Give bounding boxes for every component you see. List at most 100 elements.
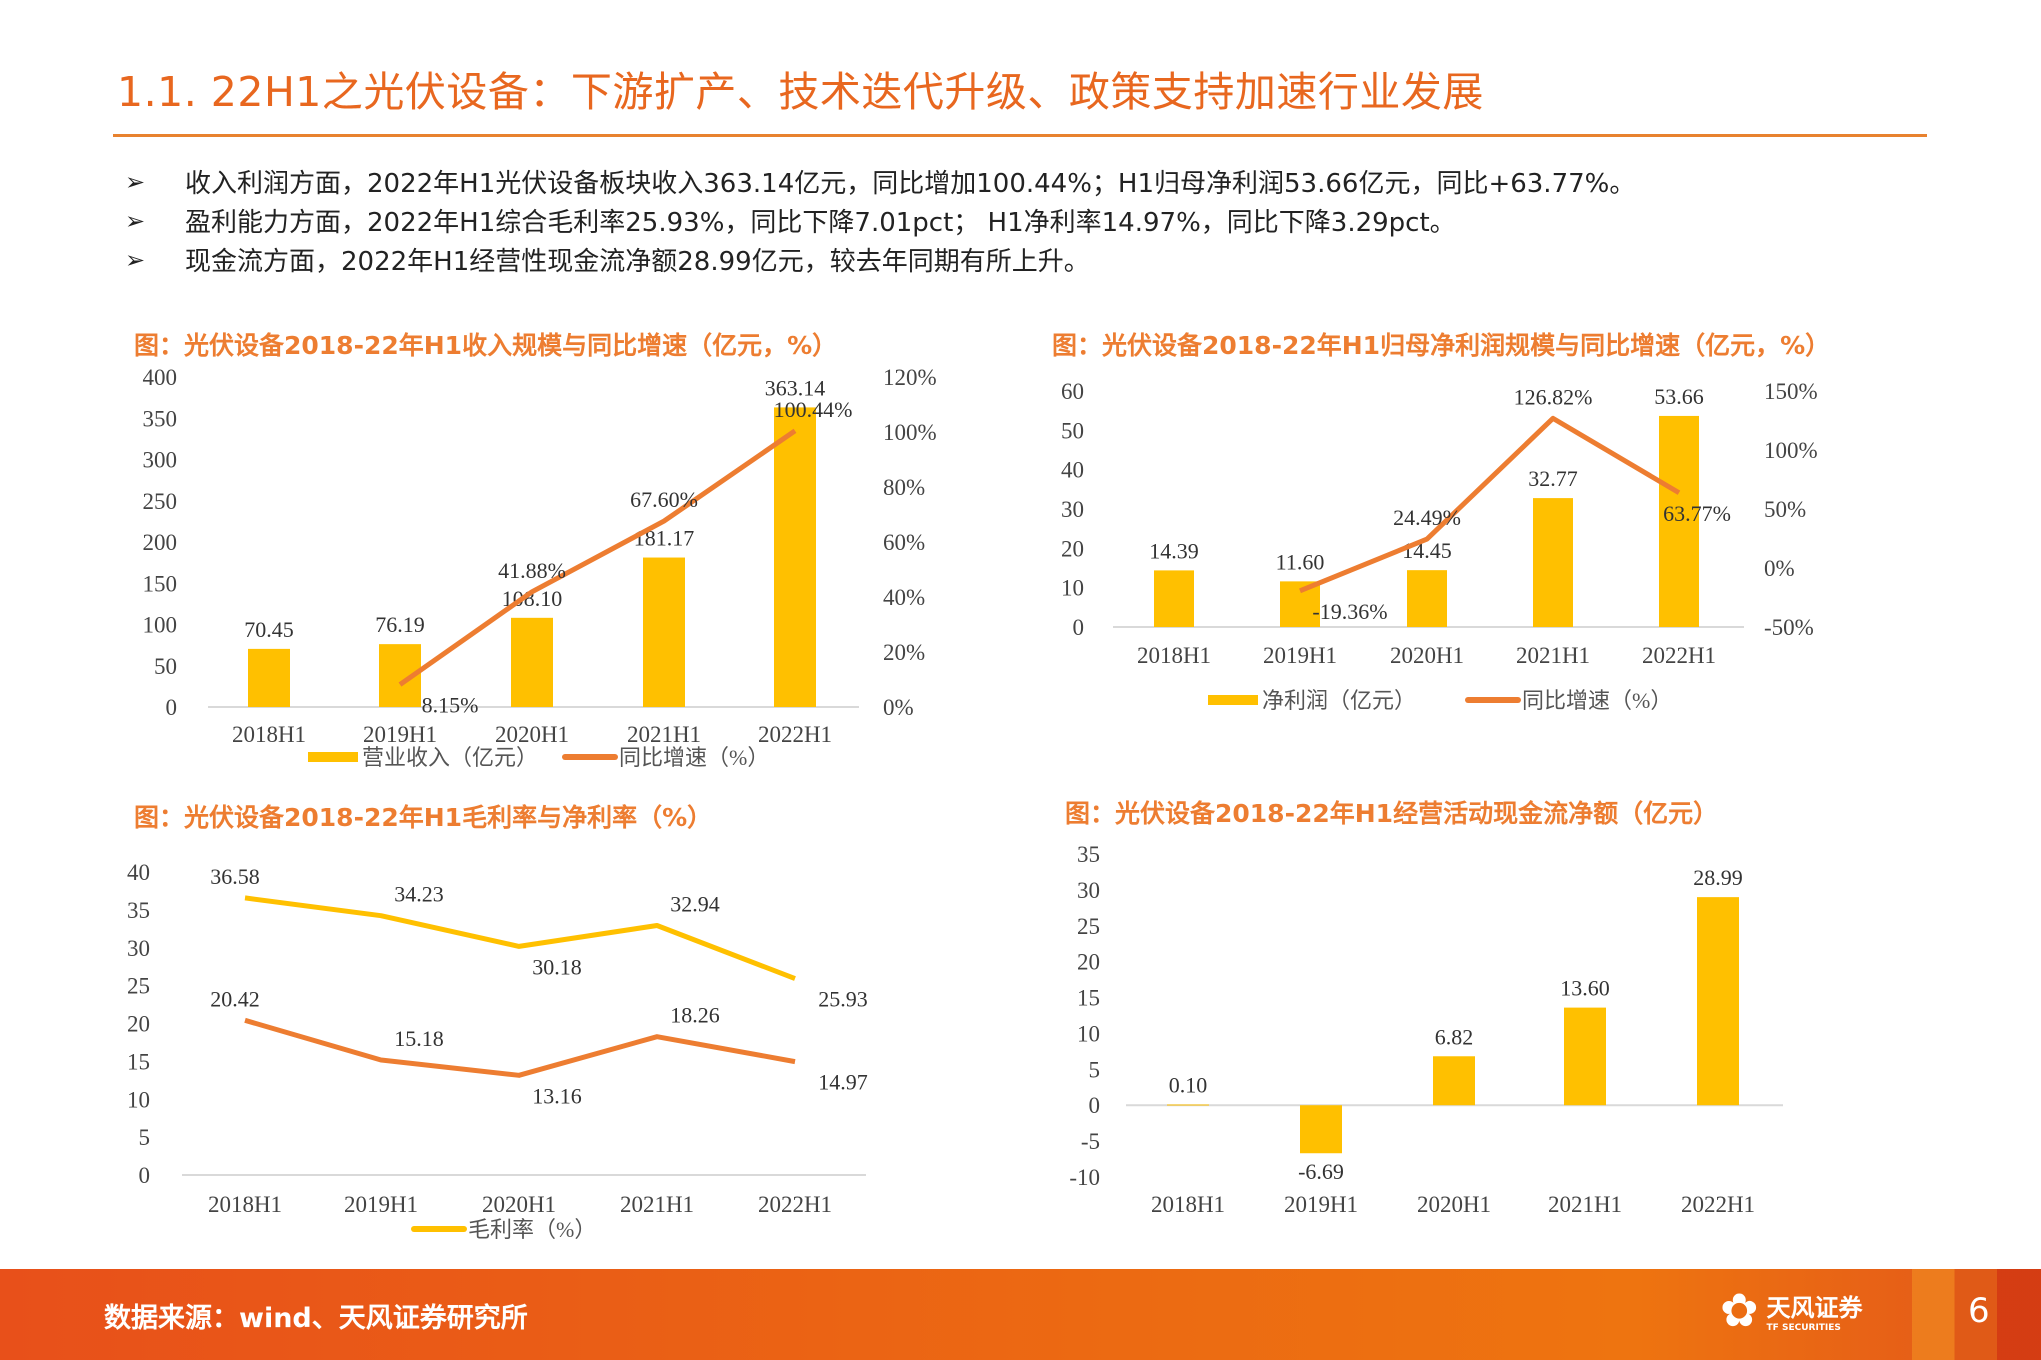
y2-tick-label: 150% [1764, 379, 1818, 404]
y-tick-label: -10 [1069, 1165, 1100, 1190]
logo-text-en: TF SECURITIES [1766, 1322, 1841, 1333]
data-label: -6.69 [1298, 1159, 1344, 1184]
data-label: 11.60 [1276, 549, 1325, 574]
x-tick-label: 2021H1 [1516, 643, 1590, 668]
x-tick-label: 2019H1 [363, 722, 437, 747]
y-tick-label: 40 [127, 860, 150, 885]
y-tick-label: 350 [143, 406, 178, 431]
data-label: 20.42 [210, 986, 260, 1011]
y-tick-label: 60 [1061, 379, 1084, 404]
data-label: 24.49% [1393, 505, 1461, 530]
bullet-list: ➢ 收入利润方面，2022年H1光伏设备板块收入363.14亿元，同比增加100.… [125, 162, 1635, 279]
x-tick-label: 2020H1 [482, 1192, 556, 1217]
data-label: 25.93 [818, 987, 868, 1012]
flower-logo-icon: ✿ [1720, 1283, 1759, 1337]
chart-title-margins: 图：光伏设备2018-22年H1毛利率与净利率（%） [134, 803, 713, 832]
bullet-item: ➢ 收入利润方面，2022年H1光伏设备板块收入363.14亿元，同比增加100.… [125, 162, 1635, 201]
data-source: 数据来源：wind、天风证券研究所 [104, 1303, 528, 1334]
data-label: 30.18 [532, 954, 582, 979]
x-tick-label: 2020H1 [1390, 643, 1464, 668]
x-tick-label: 2022H1 [1681, 1192, 1755, 1217]
company-logo: ✿ 天风证券 TF SECURITIES [1720, 1287, 1863, 1333]
legend-label: 净利润（亿元） [1262, 688, 1416, 713]
legend-swatch [308, 752, 358, 762]
bar [1154, 570, 1194, 627]
bar [1407, 570, 1447, 627]
legend-label: 同比增速（%） [1522, 688, 1672, 713]
y2-tick-label: 60% [883, 530, 925, 555]
y-tick-label: 30 [1077, 878, 1100, 903]
y2-tick-label: 100% [883, 420, 937, 445]
bullet-item: ➢ 现金流方面，2022年H1经营性现金流净额28.99亿元，较去年同期有所上升。 [125, 240, 1635, 279]
y-tick-label: 0 [166, 695, 178, 720]
bullet-text: 盈利能力方面，2022年H1综合毛利率25.93%，同比下降7.01pct； H… [185, 208, 1456, 238]
bar [1564, 1007, 1606, 1106]
data-label: 8.15% [422, 693, 479, 718]
data-label: 14.97 [818, 1070, 868, 1095]
y2-tick-label: 40% [883, 585, 925, 610]
bar [248, 648, 290, 707]
data-label: 13.60 [1560, 976, 1610, 1001]
y-tick-label: 0 [1073, 615, 1085, 640]
y-tick-label: 35 [1077, 842, 1100, 867]
data-label: 18.26 [670, 1003, 720, 1028]
bullet-text: 收入利润方面，2022年H1光伏设备板块收入363.14亿元，同比增加100.4… [185, 169, 1636, 199]
x-tick-label: 2022H1 [758, 722, 832, 747]
y-tick-label: 30 [127, 936, 150, 961]
x-tick-label: 2021H1 [1548, 1192, 1622, 1217]
y-tick-label: 15 [1077, 986, 1100, 1011]
arrow-bullet-icon: ➢ [125, 206, 146, 235]
data-label: 14.39 [1149, 538, 1199, 563]
y2-tick-label: 100% [1764, 438, 1818, 463]
data-label: 67.60% [630, 487, 698, 512]
bar [1167, 1104, 1209, 1106]
x-tick-label: 2018H1 [1151, 1192, 1225, 1217]
data-label: 41.88% [498, 558, 566, 583]
bullet-text: 现金流方面，2022年H1经营性现金流净额28.99亿元，较去年同期有所上升。 [185, 247, 1090, 277]
legend-label: 毛利率（%） [468, 1217, 596, 1242]
data-label: 15.18 [394, 1026, 444, 1051]
y2-tick-label: 50% [1764, 497, 1806, 522]
y-tick-label: 25 [127, 974, 150, 999]
bar [1697, 897, 1739, 1106]
bar [1659, 415, 1699, 627]
y-tick-label: 250 [143, 489, 178, 514]
y-tick-label: 300 [143, 448, 178, 473]
y2-tick-label: -50% [1764, 615, 1814, 640]
y2-tick-label: 80% [883, 475, 925, 500]
bar [1533, 498, 1573, 627]
y-tick-label: 150 [143, 571, 178, 596]
x-tick-label: 2018H1 [1137, 643, 1211, 668]
data-label: 32.94 [670, 891, 720, 916]
series-line [244, 895, 796, 981]
data-label: 32.77 [1528, 466, 1578, 491]
y-tick-label: 400 [143, 365, 178, 390]
y-tick-label: -5 [1081, 1129, 1100, 1154]
decorative-tiles [1912, 1269, 2041, 1360]
x-tick-label: 2022H1 [758, 1192, 832, 1217]
y-tick-label: 15 [127, 1049, 150, 1074]
x-tick-label: 2020H1 [1417, 1192, 1491, 1217]
y-tick-label: 5 [1089, 1057, 1101, 1082]
bullet-item: ➢ 盈利能力方面，2022年H1综合毛利率25.93%，同比下降7.01pct； … [125, 201, 1635, 240]
arrow-bullet-icon: ➢ [125, 167, 146, 196]
y-tick-label: 35 [127, 898, 150, 923]
y-tick-label: 100 [143, 613, 178, 638]
data-label: 28.99 [1693, 865, 1743, 890]
data-label: 53.66 [1654, 384, 1704, 409]
data-label: 36.58 [210, 864, 260, 889]
y2-tick-label: 20% [883, 640, 925, 665]
x-tick-label: 2019H1 [344, 1192, 418, 1217]
y2-tick-label: 0% [883, 695, 914, 720]
title-divider [113, 134, 1927, 137]
series-line [398, 428, 797, 687]
logo-text-cn: 天风证券 [1766, 1293, 1863, 1322]
x-tick-label: 2021H1 [627, 722, 701, 747]
arrow-bullet-icon: ➢ [125, 245, 146, 274]
footer-bar: 数据来源：wind、天风证券研究所 ✿ 天风证券 TF SECURITIES 6 [0, 1269, 2041, 1360]
data-label: 34.23 [394, 882, 444, 907]
legend-swatch [1208, 695, 1258, 705]
chart-title-cashflow: 图：光伏设备2018-22年H1经营活动现金流净额（亿元） [1065, 799, 1719, 828]
bar [511, 617, 553, 707]
page-title: 1.1. 22H1之光伏设备：下游扩产、技术迭代升级、政策支持加速行业发展 [117, 68, 1484, 116]
